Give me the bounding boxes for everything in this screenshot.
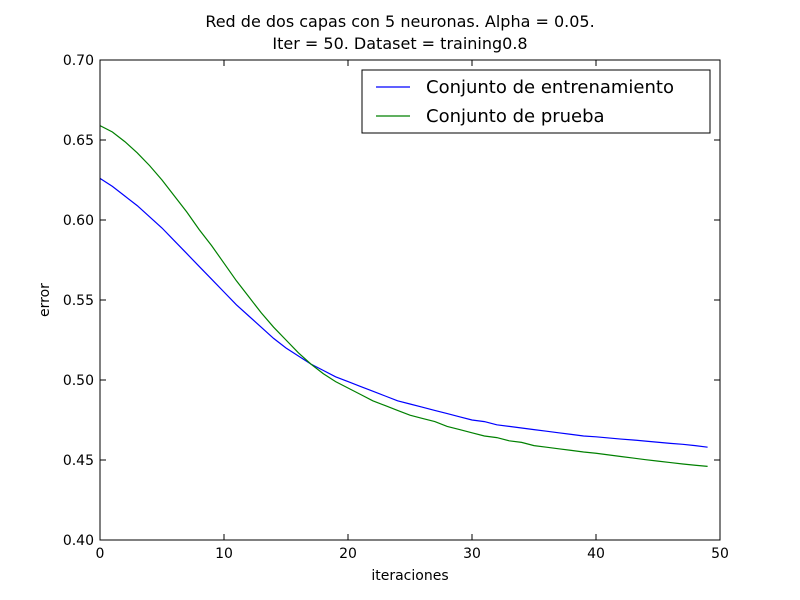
y-tick-label: 0.40 [63, 533, 94, 549]
x-tick-label: 40 [587, 546, 605, 562]
x-tick-label: 0 [96, 546, 105, 562]
series-layer [99, 125, 708, 467]
y-axis-label: error [37, 283, 53, 317]
y-tick-label: 0.45 [63, 453, 94, 469]
legend-box [361, 69, 711, 134]
ticks-layer: 0 10 20 30 40 50 0.40 0.45 0.50 0.55 0.60 0.65 0.70 [63, 53, 729, 562]
legend: Conjunto de entrenamiento Conjunto de pru… [361, 69, 711, 134]
x-axis-label: iteraciones [371, 568, 448, 584]
chart-title: Red de dos capas con 5 neuronas. Alpha =… [205, 12, 594, 31]
series-line-0 [99, 177, 708, 448]
chart-subtitle: Iter = 50. Dataset = training0.8 [272, 34, 527, 53]
x-tick-label: 50 [711, 546, 729, 562]
y-tick-label: 0.55 [63, 293, 94, 309]
y-tick-label: 0.65 [63, 133, 94, 149]
y-tick-label: 0.70 [63, 53, 94, 69]
plot-area-background [100, 60, 720, 540]
series-line-1 [99, 125, 708, 467]
legend-label-1: Conjunto de prueba [426, 106, 605, 127]
y-tick-label: 0.60 [63, 213, 94, 229]
x-tick-label: 10 [215, 546, 233, 562]
legend-label-0: Conjunto de entrenamiento [426, 77, 674, 98]
x-tick-label: 30 [463, 546, 481, 562]
x-tick-label: 20 [339, 546, 357, 562]
y-tick-label: 0.50 [63, 373, 94, 389]
